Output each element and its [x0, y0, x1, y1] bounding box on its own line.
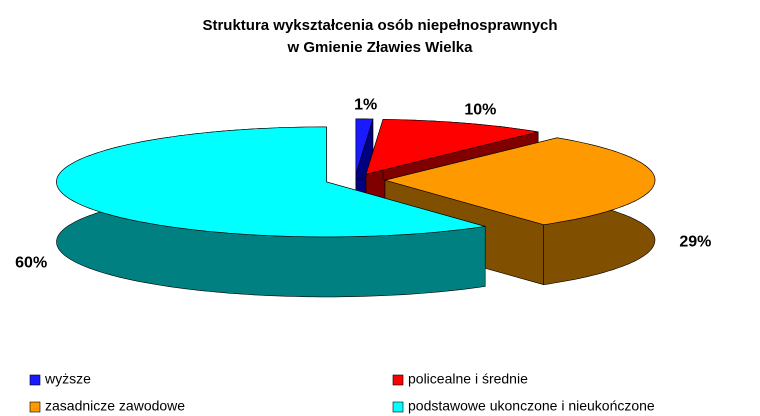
- slice: [56, 126, 486, 238]
- value-label: 10%: [464, 102, 496, 119]
- legend: wyższe policealne i średnie zasadnicze zaw…: [29, 371, 655, 414]
- legend-swatch: [29, 401, 41, 413]
- value-label: 60%: [15, 254, 47, 271]
- legend-label: podstawowe ukonczone i nieukończone: [408, 398, 655, 414]
- slice: [355, 118, 374, 174]
- slice: [383, 137, 656, 226]
- legend-swatch: [392, 401, 404, 413]
- legend-swatch: [392, 374, 404, 386]
- chart-title: w Gmienie Zławies Wielka: [287, 39, 474, 56]
- slice: [56, 126, 486, 298]
- legend-label: zasadnicze zawodowe: [45, 398, 185, 414]
- value-label: 29%: [679, 234, 711, 251]
- slice: [365, 119, 539, 175]
- legend-label: wyższe: [44, 371, 91, 387]
- legend-label: policealne i średnie: [408, 371, 528, 387]
- value-label: 1%: [354, 96, 377, 113]
- legend-swatch: [29, 374, 41, 386]
- chart-title: Struktura wykształcenia osób niepełnospr…: [202, 17, 557, 34]
- pie: 1% 10% 29% 60%: [15, 96, 711, 298]
